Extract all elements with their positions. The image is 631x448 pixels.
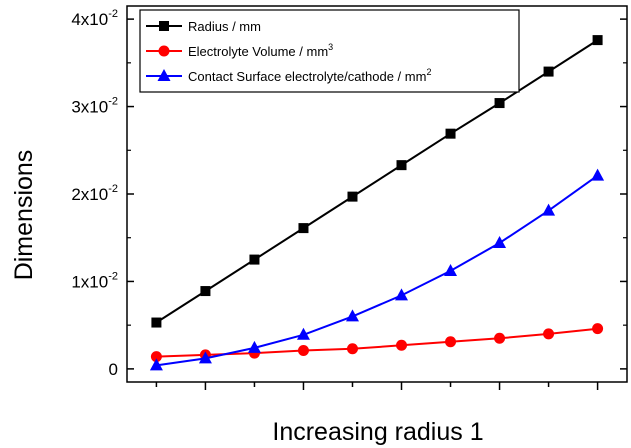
y-tick-label-4: 4x10-2 <box>71 8 118 29</box>
y-axis-title: Dimensions <box>10 150 38 281</box>
legend-marker-1 <box>159 21 169 31</box>
data-point-s3-7 <box>444 263 458 276</box>
data-point-s3-2 <box>198 351 212 364</box>
y-tick-label-0: 0 <box>109 360 118 379</box>
legend-label-3: Contact Surface electrolyte/cathode / mm… <box>188 67 431 84</box>
data-point-s2-6 <box>396 339 408 351</box>
data-point-s2-7 <box>445 336 457 348</box>
data-point-s3-4 <box>296 327 310 340</box>
legend-label-1: Radius / mm <box>188 19 261 34</box>
data-point-s3-1 <box>149 358 163 371</box>
data-point-s1-3 <box>249 254 260 265</box>
data-point-s3-8 <box>493 235 507 248</box>
series-line-1 <box>155 39 599 324</box>
y-tick-label-1: 1x10-2 <box>71 270 118 291</box>
plot-layer <box>149 35 605 371</box>
series-line-2 <box>156 327 598 358</box>
data-point-s1-10 <box>592 35 603 46</box>
data-point-s1-7 <box>445 128 456 139</box>
data-point-s1-6 <box>396 160 407 171</box>
legend-box <box>139 9 520 93</box>
data-point-s3-10 <box>591 168 605 181</box>
legend-marker-2 <box>158 45 170 57</box>
data-point-s1-2 <box>200 286 211 297</box>
y-tick-label-2: 2x10-2 <box>71 183 118 204</box>
data-point-s1-1 <box>151 317 162 328</box>
x-axis-title: Increasing radius 1 <box>272 418 483 446</box>
data-point-s3-3 <box>247 340 261 353</box>
data-point-s3-9 <box>542 203 556 216</box>
data-point-s1-9 <box>543 66 554 77</box>
data-point-s2-9 <box>543 328 555 340</box>
data-point-s1-4 <box>298 223 309 234</box>
data-point-s2-8 <box>494 332 506 344</box>
series-line-3 <box>156 174 599 367</box>
data-point-s2-4 <box>297 345 309 357</box>
legend-label-2: Electrolyte Volume / mm3 <box>188 42 333 59</box>
data-point-s1-5 <box>347 191 358 202</box>
legend: Radius / mm Electrolyte Volume / mm3 Conta… <box>139 9 520 93</box>
data-point-s2-10 <box>592 323 604 335</box>
y-tick-label-3: 3x10-2 <box>71 96 118 117</box>
legend-marker-3 <box>157 69 171 81</box>
axes-layer: 0 1x10-2 2x10-2 3x10-2 4x10-2 <box>71 5 628 390</box>
data-point-s2-5 <box>346 343 358 355</box>
data-point-s3-5 <box>345 309 359 322</box>
data-point-s1-8 <box>494 98 505 109</box>
data-point-s3-6 <box>395 288 409 301</box>
data-point-s2-1 <box>150 351 162 363</box>
